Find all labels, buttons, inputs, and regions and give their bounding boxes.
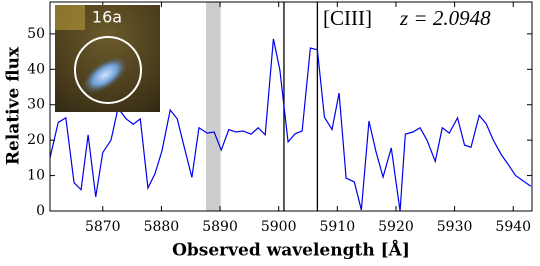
x-tick-label: 5920 [378,219,414,235]
line-label: [CIII] [323,6,372,30]
spectrum-line [49,38,532,212]
inset-label: 16a [92,8,122,27]
y-axis-label: Relative flux [4,46,24,165]
inset-image: 16a [55,5,160,112]
x-axis-label: Observed wavelength [Å] [172,239,410,261]
plot-frame [49,1,533,212]
y-tick-label: 10 [27,168,45,184]
y-tick-label: 20 [27,132,45,148]
y-tick-label: 0 [36,203,45,219]
x-tick-label: 5900 [261,219,297,235]
x-tick-label: 5890 [202,219,238,235]
redshift-label: z = 2.0948 [399,6,491,30]
x-tick-label: 5910 [320,219,356,235]
x-tick-label: 5940 [495,219,531,235]
y-tick-label: 30 [27,97,45,113]
x-tick-label: 5930 [437,219,473,235]
y-tick-label: 50 [27,26,45,42]
y-tick-label: 40 [27,61,45,77]
shaded-span [205,2,221,211]
x-tick-label: 5870 [85,219,121,235]
x-tick-label: 5880 [144,219,180,235]
